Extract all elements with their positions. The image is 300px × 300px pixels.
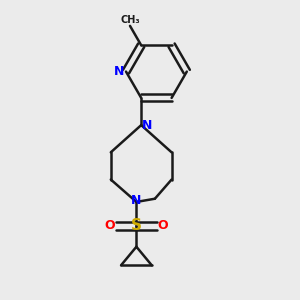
Text: O: O (104, 219, 115, 232)
Text: N: N (131, 194, 142, 207)
Text: N: N (114, 65, 124, 78)
Text: S: S (131, 218, 142, 233)
Text: N: N (142, 118, 152, 132)
Text: CH₃: CH₃ (120, 15, 140, 25)
Text: O: O (158, 219, 168, 232)
